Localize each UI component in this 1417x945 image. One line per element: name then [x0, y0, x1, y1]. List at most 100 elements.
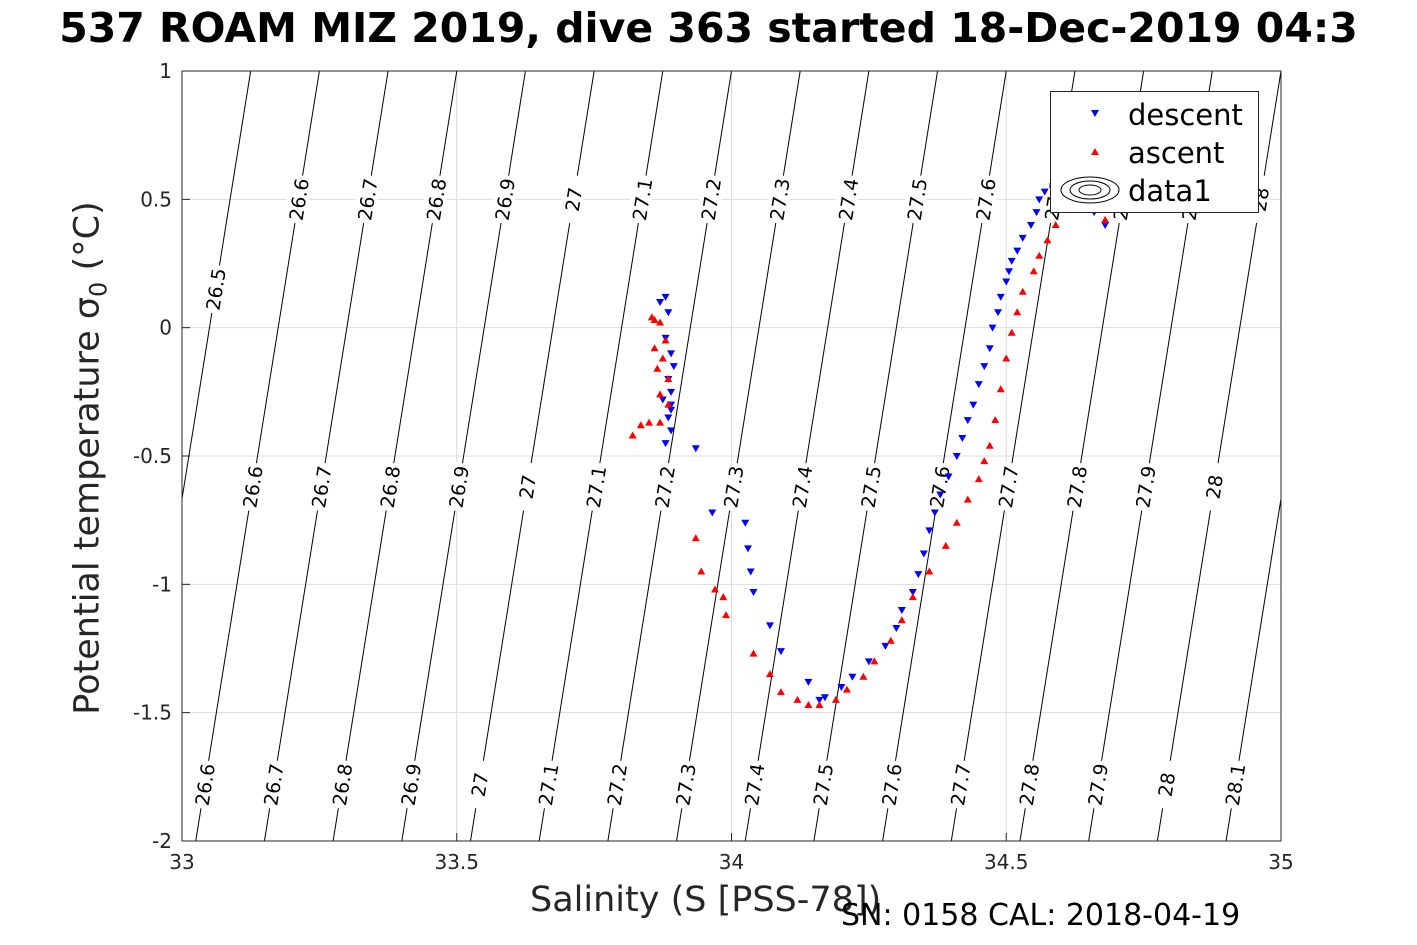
descent-point [804, 678, 813, 686]
descent-point [1101, 222, 1110, 229]
ascent-point [1043, 236, 1052, 244]
isopycnal-label: 26.7 [257, 758, 289, 810]
descent-point [958, 435, 967, 443]
legend-item-data1: data1 [1051, 172, 1258, 208]
ascent-point [656, 418, 665, 426]
isopycnal-label: 27 [511, 461, 541, 513]
descent-point [881, 642, 890, 650]
descent-point [1026, 222, 1035, 229]
y-axis-subscript: 0 [84, 281, 113, 297]
ascent-point [664, 400, 673, 408]
ascent-point [804, 700, 813, 708]
legend-label-data1: data1 [1128, 174, 1212, 208]
ascent-point [985, 441, 994, 449]
legend-label-ascent: ascent [1128, 136, 1225, 170]
ascent-point [664, 375, 673, 382]
ascent-point [952, 518, 961, 526]
isopycnal-label: 27.1 [580, 461, 611, 513]
descent-point [936, 491, 945, 499]
descent-point [897, 607, 906, 614]
descent-point [691, 445, 700, 453]
ascent-point [656, 390, 665, 398]
isopycnal-label: 27.7 [944, 758, 976, 810]
legend: descent ascent data1 [1050, 91, 1259, 213]
legend-label-descent: descent [1128, 98, 1243, 132]
descent-point [1002, 278, 1011, 286]
descent-point [974, 381, 983, 389]
y-tick-label: 0.5 [140, 187, 172, 211]
ascent-point [925, 567, 934, 575]
ascent-point [886, 636, 895, 644]
descent-point [667, 350, 676, 358]
contour-icon [1060, 176, 1120, 204]
ascent-point [722, 611, 731, 619]
ascent-point [749, 649, 758, 657]
ascent-point [897, 616, 906, 624]
ascent-point [1013, 308, 1022, 316]
y-axis-label-text: Potential temperature [67, 330, 108, 715]
descent-point [914, 571, 923, 579]
descent-point [1035, 196, 1044, 204]
descent-point [776, 648, 785, 656]
descent-point [1013, 247, 1022, 255]
isopycnal-label: 26.9 [489, 173, 520, 225]
y-axis-unit: (°C) [67, 201, 108, 271]
ascent-point [650, 344, 659, 352]
y-axis-label: Potential temperature σ0 (°C) [68, 201, 113, 714]
ascent-point [908, 593, 917, 601]
isopycnal-label: 27.1 [626, 173, 657, 225]
axis-ticks: 33 33.5 34 34.5 35 1 0.5 0 -0.5 -1 -1.5 -2 [133, 59, 1294, 874]
descent-point [892, 624, 901, 632]
descent-point [908, 589, 917, 597]
ascent-point [653, 364, 662, 372]
svg-text:27: 27 [468, 771, 494, 798]
ascent-point [980, 457, 989, 465]
ascent-point [1018, 287, 1027, 295]
isopycnal-label: 27 [463, 758, 494, 810]
descent-point [667, 406, 676, 414]
isopycnal-label: 27.9 [1082, 758, 1113, 810]
ascent-point [711, 585, 720, 593]
ascent-point [1002, 354, 1011, 362]
y-axis-symbol: σ [67, 296, 108, 320]
x-tick-label: 33.5 [434, 850, 479, 874]
ascent-point [974, 475, 983, 483]
ascent-point [1035, 251, 1044, 259]
ascent-point [719, 593, 728, 601]
isopycnal-line [1225, 495, 1281, 841]
ascent-point [645, 418, 654, 426]
descent-point [944, 473, 953, 481]
isopycnal-label: 28 [1150, 758, 1181, 810]
descent-point [661, 440, 670, 448]
ascent-point [697, 567, 706, 575]
descent-point [848, 673, 857, 681]
isopycnal-label: 27 [557, 173, 587, 225]
descent-point [996, 293, 1005, 301]
descent-point [661, 293, 670, 301]
descent-point [743, 545, 752, 553]
ascent-point [636, 421, 645, 429]
ascent-point [647, 313, 656, 321]
ascent-point [1101, 215, 1110, 223]
descent-point [815, 696, 824, 704]
isopycnal-label: 28 [1198, 461, 1228, 513]
x-tick-label: 33 [169, 850, 194, 874]
svg-text:28: 28 [1155, 771, 1181, 798]
descent-point [664, 414, 673, 422]
isopycnal-label: 26.8 [420, 173, 451, 225]
ascent-point [765, 670, 774, 678]
descent-point [664, 309, 673, 317]
descent-point [658, 396, 667, 404]
footer-serial-calibration: SN: 0158 CAL: 2018-04-19 [841, 898, 1241, 933]
ascent-point [996, 385, 1005, 393]
ascent-point [831, 695, 840, 703]
descent-point [1040, 188, 1049, 196]
y-tick-label: 1 [159, 59, 172, 83]
ascent-point [941, 541, 950, 549]
ascent-point [842, 685, 851, 693]
descent-point [1032, 209, 1041, 217]
ascent-point [1007, 328, 1016, 336]
descent-point [952, 453, 961, 460]
ascent-point [859, 672, 868, 680]
ascent-point [1029, 267, 1038, 275]
